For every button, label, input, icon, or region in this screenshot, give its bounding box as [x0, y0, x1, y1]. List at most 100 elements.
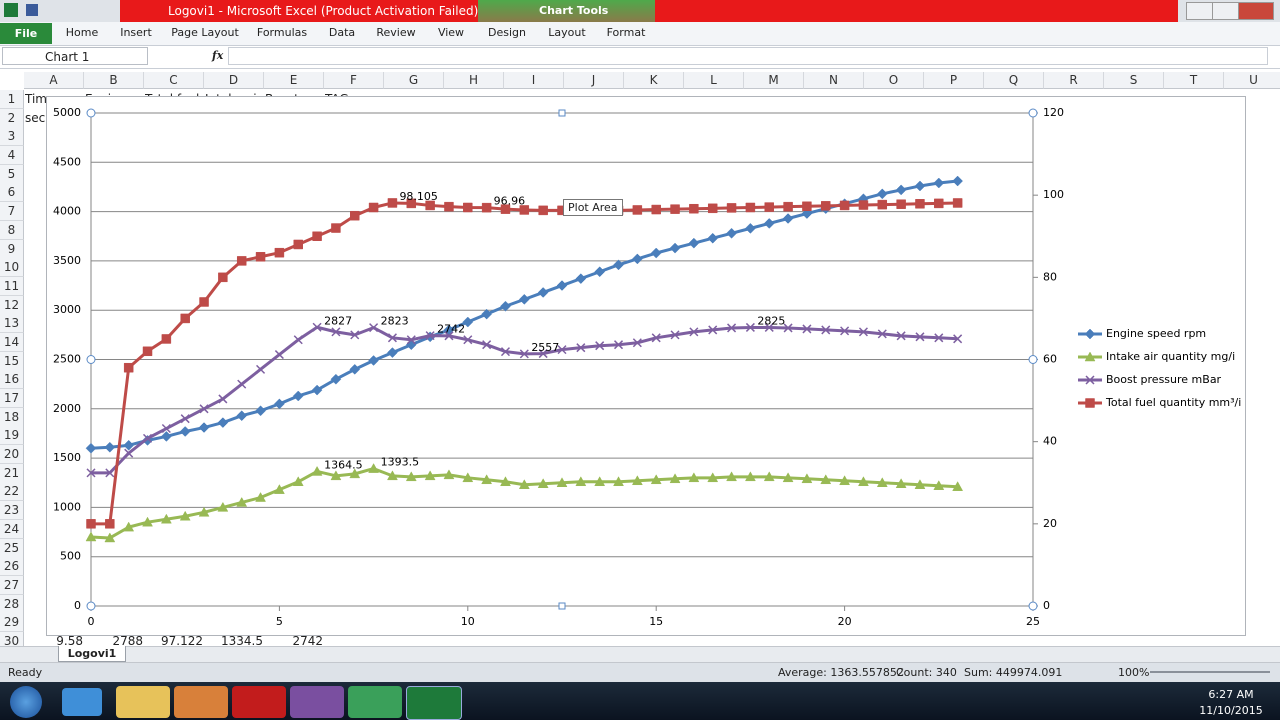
close-button[interactable] [1238, 2, 1274, 20]
ribbon-tab[interactable]: Format [606, 26, 646, 39]
file-tab[interactable]: File [0, 23, 52, 44]
row-header[interactable]: 23 [0, 501, 24, 521]
ribbon-tab[interactable]: Review [376, 26, 416, 39]
restore-button[interactable] [1212, 2, 1240, 20]
marker [840, 326, 850, 336]
function-button[interactable]: fx [212, 49, 224, 62]
taskbar-app[interactable] [62, 688, 102, 716]
ribbon-tab[interactable]: Page Layout [171, 26, 239, 39]
marker [575, 476, 587, 487]
cell[interactable]: 2742 [292, 634, 323, 648]
cell[interactable]: 2788 [112, 634, 143, 648]
column-header[interactable]: M [744, 72, 804, 89]
column-header[interactable]: N [804, 72, 864, 89]
row-header[interactable]: 3 [0, 127, 24, 147]
column-header[interactable]: H [444, 72, 504, 89]
zoom-level[interactable]: 100% [1118, 666, 1150, 679]
row-header[interactable]: 15 [0, 351, 24, 371]
marker [406, 198, 417, 209]
column-header[interactable]: L [684, 72, 744, 89]
ribbon-tab[interactable]: Home [65, 26, 99, 39]
row-header[interactable]: 4 [0, 146, 24, 166]
column-header[interactable]: T [1164, 72, 1224, 89]
marker [518, 479, 530, 489]
legend-marker [1085, 398, 1095, 408]
ribbon-tab[interactable]: Layout [548, 26, 586, 39]
minimize-button[interactable] [1186, 2, 1214, 20]
column-header[interactable]: B [84, 72, 144, 89]
row-header[interactable]: 27 [0, 575, 24, 595]
row-header[interactable]: 5 [0, 164, 24, 184]
row-header[interactable]: 19 [0, 426, 24, 446]
row-header[interactable]: 20 [0, 445, 24, 465]
column-header[interactable]: F [324, 72, 384, 89]
start-button[interactable] [10, 686, 42, 718]
row-header[interactable]: 29 [0, 613, 24, 633]
ribbon-tab[interactable]: Insert [120, 26, 152, 39]
marker [387, 470, 398, 481]
row-header[interactable]: 8 [0, 220, 24, 240]
clock-time: 6:27 AM [1208, 688, 1254, 701]
column-header[interactable]: O [864, 72, 924, 89]
cell[interactable]: 1334.5 [221, 634, 263, 648]
marker [821, 325, 831, 335]
chart[interactable]: 0500100015002000250030003500400045005000… [46, 96, 1246, 636]
marker [556, 280, 568, 291]
row-header[interactable]: 1 [0, 90, 24, 109]
row-header[interactable]: 24 [0, 519, 24, 539]
row-header[interactable]: 26 [0, 557, 24, 577]
column-header[interactable]: C [144, 72, 204, 89]
taskbar-app[interactable] [174, 686, 228, 718]
row-header[interactable]: 28 [0, 594, 24, 614]
taskbar-app[interactable] [116, 686, 170, 718]
save-button[interactable] [26, 4, 38, 16]
column-header[interactable]: P [924, 72, 984, 89]
cell[interactable]: sec [25, 110, 46, 125]
status-sum: Sum: 449974.091 [964, 666, 1063, 679]
column-header[interactable]: I [504, 72, 564, 89]
taskbar-app[interactable] [232, 686, 286, 718]
ribbon-tab[interactable]: Data [328, 26, 356, 39]
column-header[interactable]: Q [984, 72, 1044, 89]
row-header[interactable]: 9 [0, 239, 24, 259]
cell[interactable]: 97.122 [161, 634, 203, 648]
row-header[interactable]: 17 [0, 389, 24, 409]
column-header[interactable]: G [384, 72, 444, 89]
row-header[interactable]: 16 [0, 370, 24, 390]
column-header[interactable]: K [624, 72, 684, 89]
marker [575, 273, 587, 285]
ribbon-tab[interactable]: Design [488, 26, 526, 39]
ribbon-tab[interactable]: View [437, 26, 465, 39]
sheet-tab[interactable]: Logovi1 [58, 646, 126, 662]
ribbon-tab[interactable]: Formulas [256, 26, 308, 39]
row-header[interactable]: 7 [0, 202, 24, 222]
row-header[interactable]: 13 [0, 314, 24, 334]
row-header[interactable]: 10 [0, 258, 24, 278]
taskbar-app[interactable] [348, 686, 402, 718]
column-header[interactable]: E [264, 72, 324, 89]
row-header[interactable]: 12 [0, 295, 24, 315]
name-box[interactable]: Chart 1 [2, 47, 148, 65]
marker [538, 349, 548, 359]
marker [500, 476, 511, 487]
column-header[interactable]: D [204, 72, 264, 89]
cell[interactable]: 9.58 [56, 634, 83, 648]
row-header[interactable]: 14 [0, 332, 24, 352]
row-header[interactable]: 18 [0, 407, 24, 427]
column-header[interactable]: U [1224, 72, 1280, 89]
row-header[interactable]: 2 [0, 108, 24, 128]
row-header[interactable]: 21 [0, 463, 24, 483]
column-header[interactable]: R [1044, 72, 1104, 89]
row-header[interactable]: 22 [0, 482, 24, 502]
column-header[interactable]: J [564, 72, 624, 89]
row-header[interactable]: 6 [0, 183, 24, 203]
column-header[interactable]: S [1104, 72, 1164, 89]
formula-input[interactable] [228, 47, 1268, 65]
taskbar-app[interactable] [406, 686, 462, 720]
row-header[interactable]: 11 [0, 276, 24, 296]
column-header[interactable]: A [24, 72, 84, 89]
zoom-slider[interactable] [1150, 671, 1270, 673]
row-header[interactable]: 25 [0, 538, 24, 558]
taskbar-app[interactable] [290, 686, 344, 718]
